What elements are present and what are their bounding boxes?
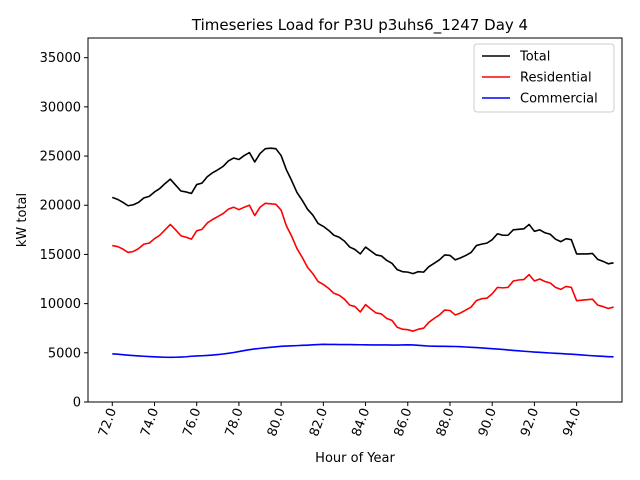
y-tick-label: 30000	[40, 100, 81, 115]
x-tick-label: 86.0	[392, 406, 416, 438]
x-tick-label: 94.0	[560, 406, 584, 438]
y-axis-title: kW total	[15, 193, 30, 247]
legend-box	[473, 43, 615, 113]
y-tick-label: 20000	[40, 199, 81, 214]
y-tick-label: 5000	[48, 346, 81, 361]
series-line-residential	[112, 202, 614, 332]
x-tick-label: 78.0	[223, 406, 247, 438]
y-tick-label: 35000	[40, 51, 81, 66]
x-tick-label: 72.0	[96, 406, 120, 438]
x-tick-label: 76.0	[180, 406, 204, 438]
y-tick-label: 10000	[40, 297, 81, 312]
legend-label-residential: Residential	[520, 71, 592, 86]
x-tick-label: 90.0	[476, 406, 500, 438]
x-tick-label: 74.0	[138, 406, 162, 438]
x-tick-label: 82.0	[307, 406, 331, 438]
y-tick-label: 15000	[40, 248, 81, 263]
y-tick-label: 25000	[40, 150, 81, 165]
x-tick-label: 84.0	[349, 406, 373, 438]
series-lines	[111, 147, 614, 359]
legend: Total Residential Commercial	[473, 43, 615, 113]
x-axis-title: Hour of Year	[315, 451, 395, 466]
series-line-commercial	[112, 343, 614, 359]
legend-label-total: Total	[519, 50, 550, 65]
y-tick-label: 0	[73, 396, 81, 411]
plot-area	[87, 37, 623, 403]
x-tick-label: 92.0	[518, 406, 542, 438]
legend-label-commercial: Commercial	[520, 92, 598, 107]
series-line-total	[111, 147, 614, 275]
x-tick-label: 80.0	[265, 406, 289, 438]
chart-title: Timeseries Load for P3U p3uhs6_1247 Day …	[191, 16, 528, 35]
x-tick-label: 88.0	[434, 406, 458, 438]
